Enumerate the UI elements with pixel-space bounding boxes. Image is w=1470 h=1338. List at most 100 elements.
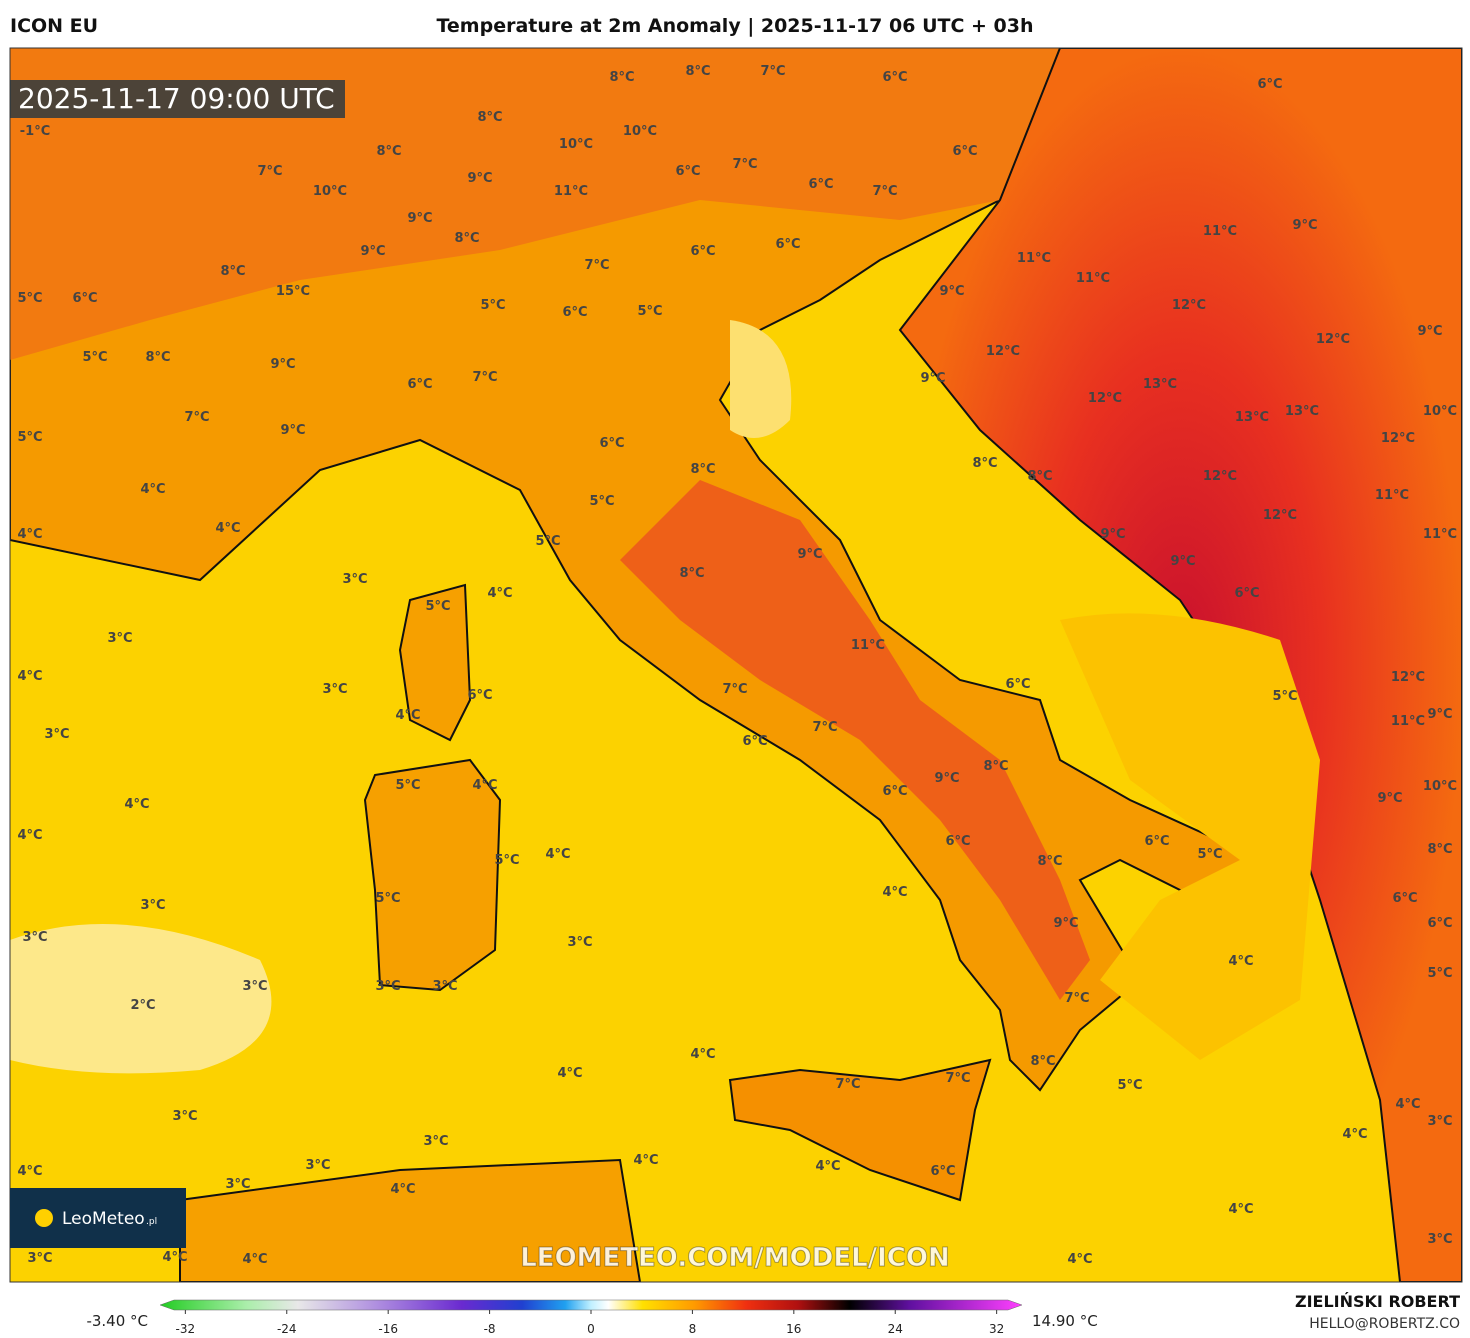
timestamp-box — [10, 80, 345, 118]
temperature-label: 11°C — [1017, 251, 1051, 266]
temperature-label: 7°C — [945, 1071, 970, 1086]
temperature-label: 4°C — [882, 885, 907, 900]
colorbar-tick-label: -32 — [176, 1322, 196, 1336]
adriatic-sea — [1060, 613, 1320, 1060]
colorbar: -32 -24 -16 -8 0 8 16 24 32 — [159, 1299, 1023, 1336]
gulf — [730, 320, 792, 438]
temperature-label: 3°C — [172, 1109, 197, 1124]
temperature-label: 5°C — [82, 350, 107, 365]
colorbar-tick-label: -16 — [378, 1322, 398, 1336]
temperature-label: 4°C — [1342, 1127, 1367, 1142]
colorbar-tick-label: -24 — [277, 1322, 297, 1336]
temperature-label: 3°C — [342, 572, 367, 587]
temperature-label: 7°C — [872, 184, 897, 199]
temperature-label: 8°C — [1027, 469, 1052, 484]
colorbar-tick-label: 16 — [786, 1322, 801, 1336]
temperature-label: 3°C — [1427, 1232, 1452, 1247]
logo-sun — [35, 1209, 53, 1227]
temperature-label: 3°C — [225, 1177, 250, 1192]
temperature-label: 9°C — [1053, 916, 1078, 931]
temperature-label: 3°C — [140, 898, 165, 913]
temperature-label: 9°C — [1292, 218, 1317, 233]
temperature-label: 3°C — [44, 727, 69, 742]
temperature-label: 6°C — [775, 237, 800, 252]
temperature-label: 15°C — [276, 284, 310, 299]
temperature-label: 4°C — [1228, 1202, 1253, 1217]
temperature-label: 6°C — [1392, 891, 1417, 906]
temperature-label: 5°C — [637, 304, 662, 319]
temperature-label: 13°C — [1285, 404, 1319, 419]
temperature-label: 12°C — [1263, 508, 1297, 523]
temperature-label: 6°C — [467, 688, 492, 703]
temperature-label: 10°C — [1423, 779, 1457, 794]
timestamp: 2025-11-17 09:00 UTC — [18, 82, 335, 115]
sardinia — [363, 758, 502, 992]
temperature-label: 6°C — [1005, 677, 1030, 692]
temperature-label: 6°C — [1257, 77, 1282, 92]
north-africa — [179, 1158, 642, 1282]
map-title: Temperature at 2m Anomaly | 2025-11-17 0… — [436, 15, 1033, 37]
temperature-label: 4°C — [487, 586, 512, 601]
temperature-label: 11°C — [851, 638, 885, 653]
credit-email: HELLO@ROBERTZ.CO — [1309, 1316, 1460, 1332]
temperature-label: 6°C — [599, 436, 624, 451]
temperature-label: 3°C — [1427, 1114, 1452, 1129]
temperature-label: 6°C — [690, 244, 715, 259]
temperature-label: 2°C — [130, 998, 155, 1013]
temperature-label: 3°C — [305, 1158, 330, 1173]
temperature-label: 11°C — [1076, 271, 1110, 286]
temperature-label: 9°C — [360, 244, 385, 259]
temperature-label: 4°C — [633, 1153, 658, 1168]
temperature-label: 7°C — [732, 157, 757, 172]
temperature-label: 9°C — [797, 547, 822, 562]
temperature-label: 4°C — [390, 1182, 415, 1197]
temperature-label: 4°C — [124, 797, 149, 812]
temperature-label: 6°C — [945, 834, 970, 849]
temperature-label: 7°C — [1064, 991, 1089, 1006]
temperature-label: 6°C — [72, 291, 97, 306]
temperature-label: 10°C — [623, 124, 657, 139]
temperature-label: -1°C — [20, 124, 50, 139]
temperature-label: 5°C — [395, 778, 420, 793]
temperature-label: 8°C — [690, 462, 715, 477]
temperature-label: 7°C — [257, 164, 282, 179]
temperature-label: 3°C — [107, 631, 132, 646]
colorbar-tick-label: 24 — [888, 1322, 903, 1336]
temperature-label: 7°C — [722, 682, 747, 697]
temperature-label: 6°C — [742, 734, 767, 749]
colorbar-tick-label: 0 — [587, 1322, 595, 1336]
temperature-label: 6°C — [1427, 916, 1452, 931]
temperature-label: 4°C — [395, 708, 420, 723]
temperature-label: 11°C — [1203, 224, 1237, 239]
logo-suffix: .pl — [146, 1217, 157, 1227]
temperature-label: 8°C — [685, 64, 710, 79]
model-name: ICON EU — [10, 15, 98, 37]
temperature-label: 3°C — [423, 1134, 448, 1149]
temperature-label: 13°C — [1143, 377, 1177, 392]
temperature-label: 4°C — [815, 1159, 840, 1174]
temperature-label: 12°C — [1391, 670, 1425, 685]
temperature-label: 5°C — [17, 291, 42, 306]
temperature-label: 12°C — [986, 344, 1020, 359]
temperature-label: 13°C — [1235, 410, 1269, 425]
temperature-label: 8°C — [1427, 842, 1452, 857]
temperature-label: 12°C — [1203, 469, 1237, 484]
colorbar-tick-label: -8 — [484, 1322, 496, 1336]
temperature-label: 8°C — [454, 231, 479, 246]
temperature-label: 7°C — [812, 720, 837, 735]
temperature-label: 4°C — [545, 847, 570, 862]
map-labels: -1°C 5°C 6°C 5°C 8°C 7°C 5°C 4°C 4°C 4°C 3°C 3°C 4°C… — [17, 64, 1457, 1267]
temperature-label: 9°C — [407, 211, 432, 226]
temperature-label: 3°C — [375, 979, 400, 994]
temperature-label: 8°C — [220, 264, 245, 279]
temperature-label: 4°C — [1067, 1252, 1092, 1267]
temperature-label: 5°C — [375, 891, 400, 906]
temperature-label: 4°C — [215, 521, 240, 536]
credit-author: ZIELIŃSKI ROBERT — [1295, 1292, 1460, 1311]
temperature-label: 11°C — [1391, 714, 1425, 729]
temperature-label: 8°C — [972, 456, 997, 471]
temperature-label: 6°C — [808, 177, 833, 192]
temperature-label: 12°C — [1088, 391, 1122, 406]
temperature-label: 9°C — [280, 423, 305, 438]
temperature-label: 7°C — [835, 1077, 860, 1092]
